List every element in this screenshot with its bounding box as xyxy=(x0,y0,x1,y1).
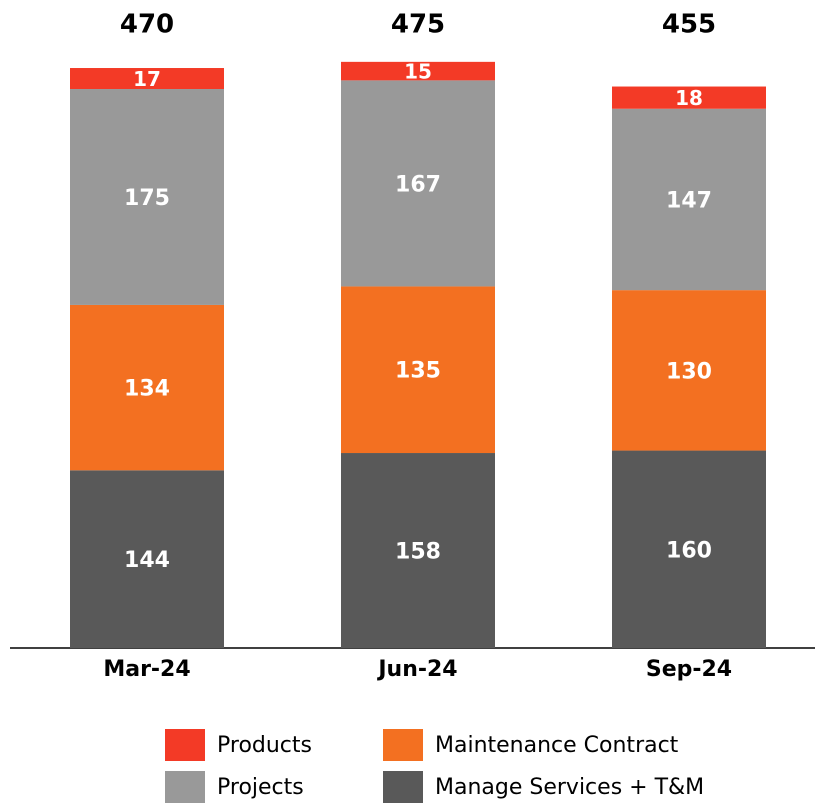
value-label: 160 xyxy=(666,538,712,563)
bar-segment xyxy=(612,290,766,451)
total-label: 475 xyxy=(391,10,445,40)
legend-label: Projects xyxy=(217,775,304,800)
x-tick-label: Sep-24 xyxy=(646,657,732,682)
bar-segment xyxy=(70,68,224,89)
value-label: 134 xyxy=(124,377,170,402)
bar-segment xyxy=(612,108,766,291)
legend-swatch xyxy=(383,729,423,761)
bar-segment xyxy=(341,61,495,81)
value-label: 17 xyxy=(133,67,161,91)
legend-label: Products xyxy=(217,733,312,758)
bar-segment xyxy=(341,286,495,454)
value-label: 158 xyxy=(395,540,441,565)
legend-swatch xyxy=(165,729,205,761)
x-tick-label: Jun-24 xyxy=(376,657,457,682)
bar-segment xyxy=(70,304,224,471)
legend-swatch xyxy=(165,771,205,803)
value-label: 147 xyxy=(666,188,712,213)
value-label: 144 xyxy=(124,548,170,573)
bar-segment xyxy=(341,80,495,287)
total-label: 455 xyxy=(662,10,716,40)
value-label: 175 xyxy=(124,186,170,211)
value-label: 167 xyxy=(395,172,441,197)
bar-segment xyxy=(70,88,224,305)
bar-segment xyxy=(612,450,766,648)
value-label: 135 xyxy=(395,359,441,384)
legend-swatch xyxy=(383,771,423,803)
bar-segment xyxy=(70,470,224,648)
total-label: 470 xyxy=(120,10,174,40)
legend-label: Manage Services + T&M xyxy=(435,775,704,800)
value-label: 15 xyxy=(404,60,432,84)
legend-label: Maintenance Contract xyxy=(435,733,679,758)
bar-segment xyxy=(341,453,495,648)
value-label: 130 xyxy=(666,359,712,384)
bar-segment xyxy=(612,86,766,109)
value-label: 18 xyxy=(675,86,703,110)
x-tick-label: Mar-24 xyxy=(103,657,190,682)
